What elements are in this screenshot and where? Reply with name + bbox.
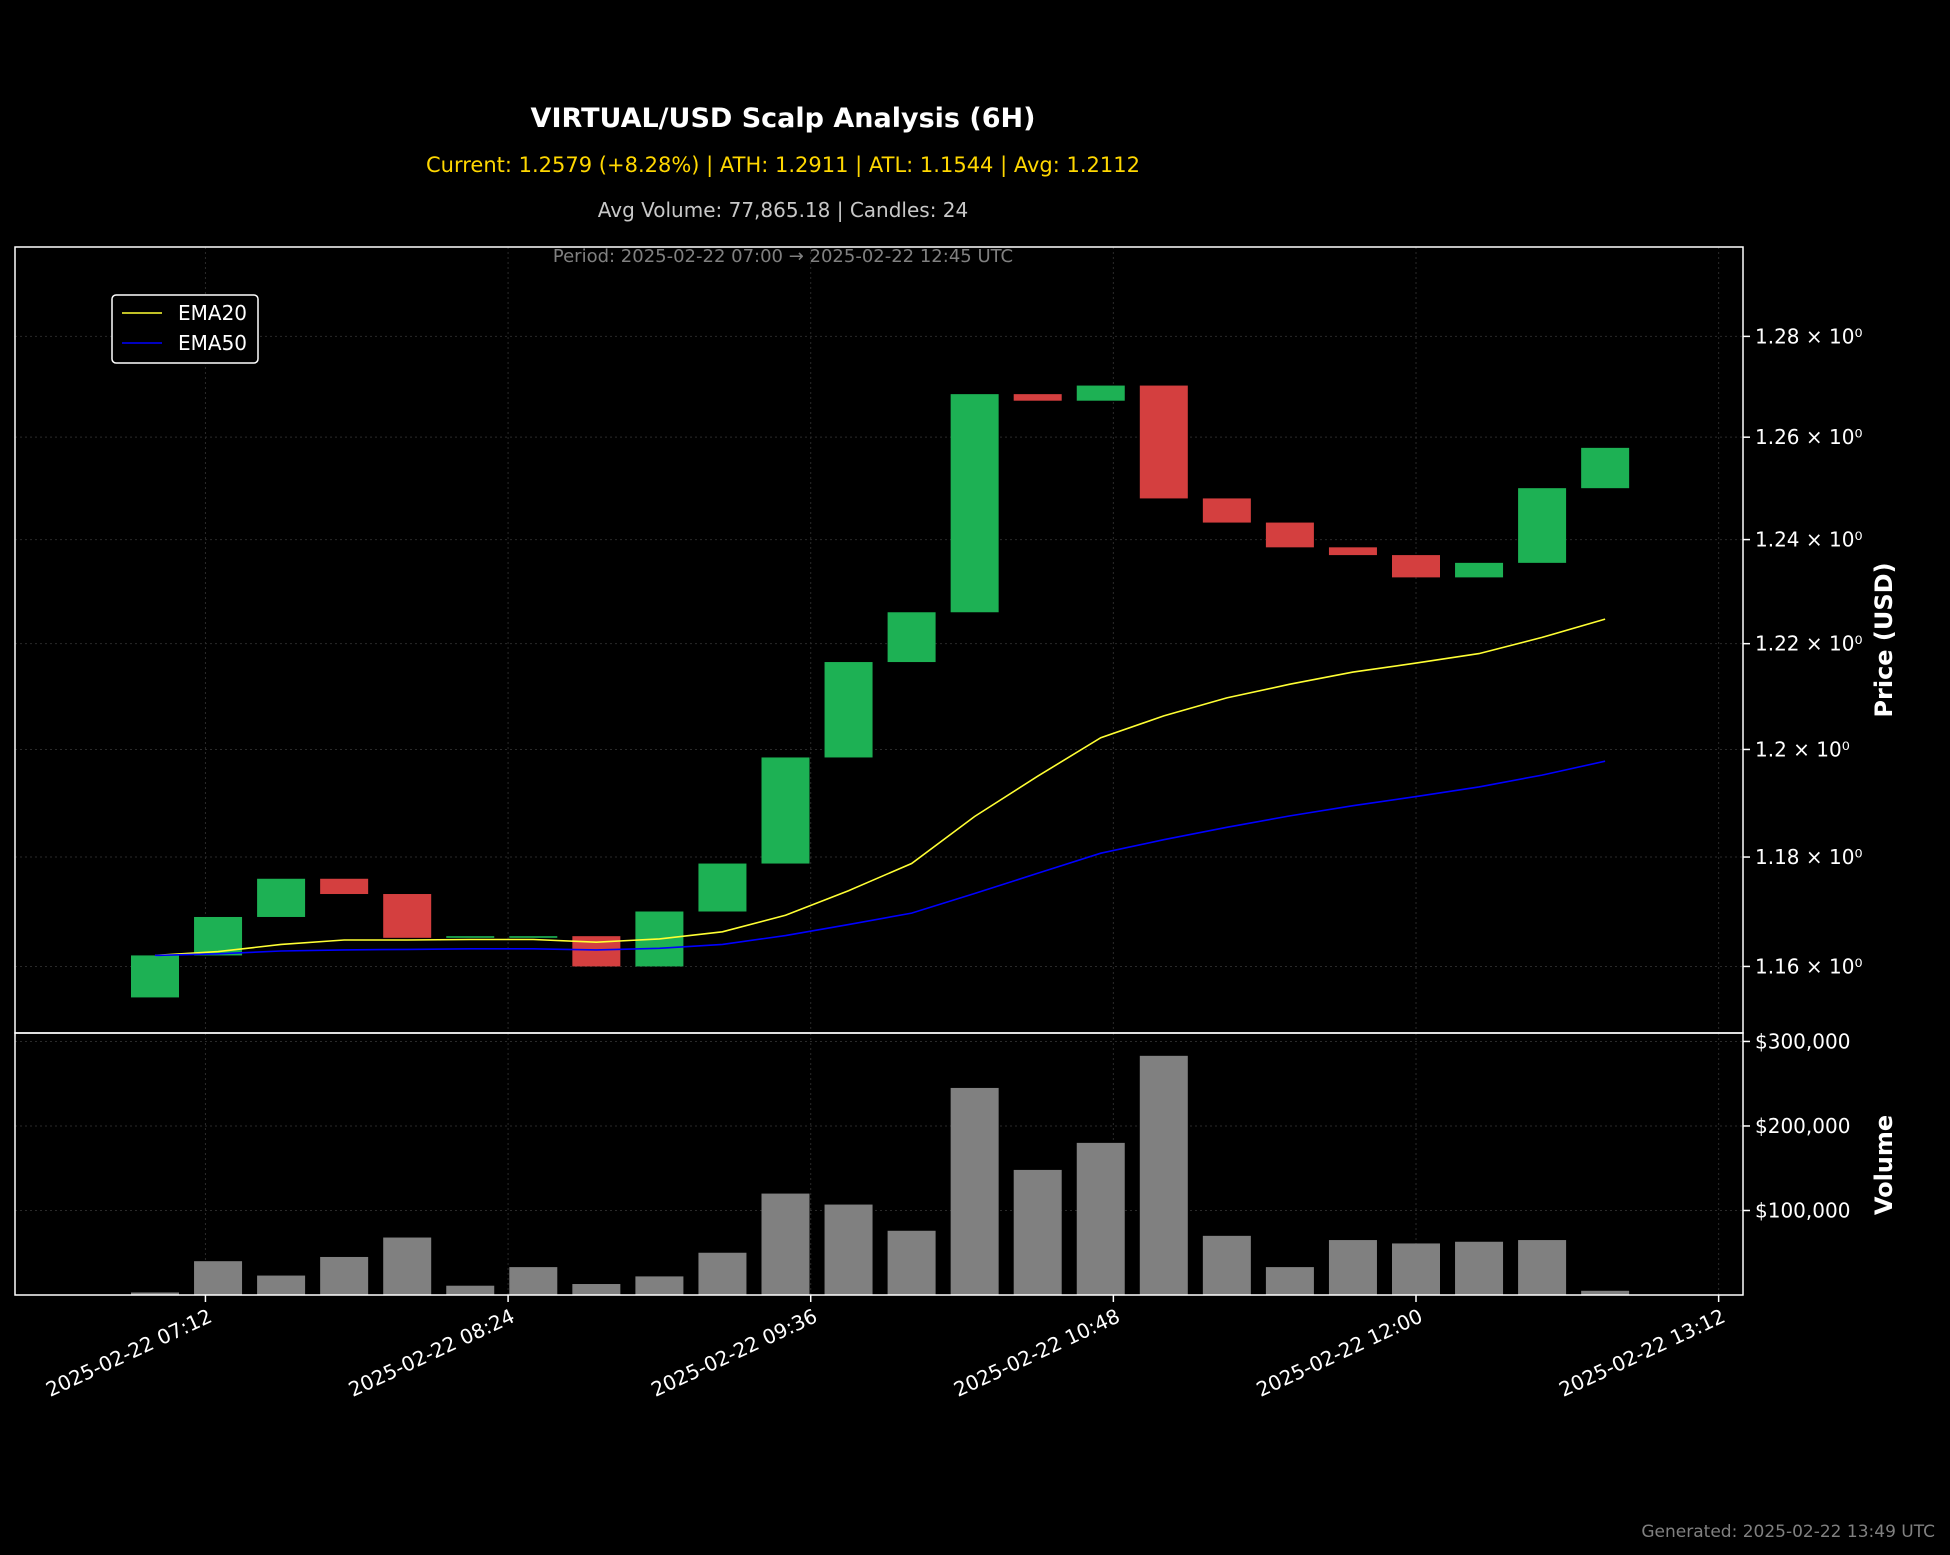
volume-tick-label: $100,000 <box>1755 1198 1850 1222</box>
volume-bar <box>1013 1169 1062 1295</box>
volume-bar <box>1581 1290 1630 1295</box>
x-tick-label: 2025-02-22 09:36 <box>647 1304 820 1402</box>
volume-bar <box>257 1275 306 1295</box>
candle-body <box>887 612 936 663</box>
price-tick-label: 1.18 × 10⁰ <box>1755 845 1862 869</box>
candle-body <box>131 955 179 998</box>
x-tick-label: 2025-02-22 13:12 <box>1555 1304 1728 1402</box>
candle-body <box>1076 385 1125 401</box>
candle-body <box>1328 547 1377 556</box>
volume-bar <box>1518 1240 1567 1295</box>
chart-subtitle: Current: 1.2579 (+8.28%) | ATH: 1.2911 |… <box>426 153 1140 178</box>
price-tick-label: 1.28 × 10⁰ <box>1755 324 1862 348</box>
volume-bar <box>1139 1055 1188 1295</box>
volume-bar <box>950 1087 999 1295</box>
x-tick-label: 2025-02-22 08:24 <box>345 1304 518 1402</box>
volume-bar <box>887 1230 936 1295</box>
candle-body <box>1518 488 1567 563</box>
candle-body <box>446 936 495 938</box>
price-tick-label: 1.26 × 10⁰ <box>1755 425 1862 449</box>
volume-layer <box>131 1055 1630 1295</box>
volume-bar <box>446 1285 495 1295</box>
x-axis-ticks: 2025-02-22 07:12 2025-02-22 08:24 2025-02-… <box>42 1295 1729 1402</box>
candle-body <box>383 894 432 938</box>
x-tick-label: 2025-02-22 12:00 <box>1253 1304 1426 1402</box>
volume-tick-label: $300,000 <box>1755 1029 1850 1053</box>
volume-bar <box>572 1284 621 1295</box>
candle-body <box>1202 498 1251 523</box>
chart-info: Avg Volume: 77,865.18 | Candles: 24 <box>598 198 969 222</box>
candle-body <box>1581 447 1630 489</box>
candle-body <box>698 863 747 912</box>
volume-bar <box>383 1237 432 1295</box>
candle-body <box>824 662 873 758</box>
volume-bar <box>1076 1142 1125 1295</box>
candle-body <box>950 394 999 613</box>
candle-body <box>509 936 558 938</box>
x-tick-label: 2025-02-22 07:12 <box>42 1304 215 1402</box>
candle-body <box>1013 394 1062 401</box>
price-axis-ticks: 1.16 × 10⁰ 1.18 × 10⁰ 1.2 × 10⁰ 1.22 × 10⁰ 1… <box>1743 324 1862 978</box>
legend: EMA20 EMA50 <box>111 294 259 364</box>
volume-bar <box>698 1252 747 1295</box>
generated-timestamp: Generated: 2025-02-22 13:49 UTC <box>1641 1522 1935 1542</box>
volume-bar <box>131 1292 179 1295</box>
volume-bar <box>320 1256 369 1295</box>
price-tick-label: 1.2 × 10⁰ <box>1755 737 1850 761</box>
candles-layer <box>131 385 1630 998</box>
legend-label-ema20: EMA20 <box>178 301 247 325</box>
volume-bar <box>509 1267 558 1295</box>
chart-title: VIRTUAL/USD Scalp Analysis (6H) <box>531 103 1036 134</box>
legend-frame <box>111 294 259 364</box>
ema20-line <box>154 618 1606 957</box>
price-axis-label: Price (USD) <box>1870 562 1898 717</box>
volume-bar <box>761 1193 810 1295</box>
candle-body <box>761 757 810 864</box>
ema50-line <box>154 760 1606 957</box>
volume-bar <box>194 1261 243 1295</box>
volume-bar <box>824 1204 873 1295</box>
volume-bar <box>1455 1241 1504 1295</box>
volume-panel-frame <box>14 1032 1744 1296</box>
candle-body <box>1139 385 1188 499</box>
price-tick-label: 1.24 × 10⁰ <box>1755 528 1862 552</box>
price-tick-label: 1.22 × 10⁰ <box>1755 632 1862 656</box>
volume-tick-label: $200,000 <box>1755 1114 1850 1138</box>
volume-bar <box>1328 1240 1377 1295</box>
candle-body <box>1392 555 1440 578</box>
x-tick-label: 2025-02-22 10:48 <box>950 1304 1123 1402</box>
candle-body <box>1265 522 1314 548</box>
volume-bar <box>1202 1235 1251 1295</box>
candle-body <box>1455 562 1504 578</box>
volume-bar <box>635 1276 684 1295</box>
price-tick-label: 1.16 × 10⁰ <box>1755 954 1862 978</box>
ema-layer <box>154 618 1606 957</box>
volume-bar <box>1265 1267 1314 1295</box>
chart-period: Period: 2025-02-22 07:00 → 2025-02-22 12… <box>553 246 1013 267</box>
candle-body <box>320 878 369 895</box>
volume-axis-ticks: $100,000 $200,000 $300,000 <box>1743 1029 1850 1222</box>
candle-body <box>257 878 306 917</box>
price-grid <box>15 247 1743 1033</box>
volume-axis-label: Volume <box>1870 1115 1898 1215</box>
legend-label-ema50: EMA50 <box>178 331 247 355</box>
volume-bar <box>1392 1243 1440 1295</box>
